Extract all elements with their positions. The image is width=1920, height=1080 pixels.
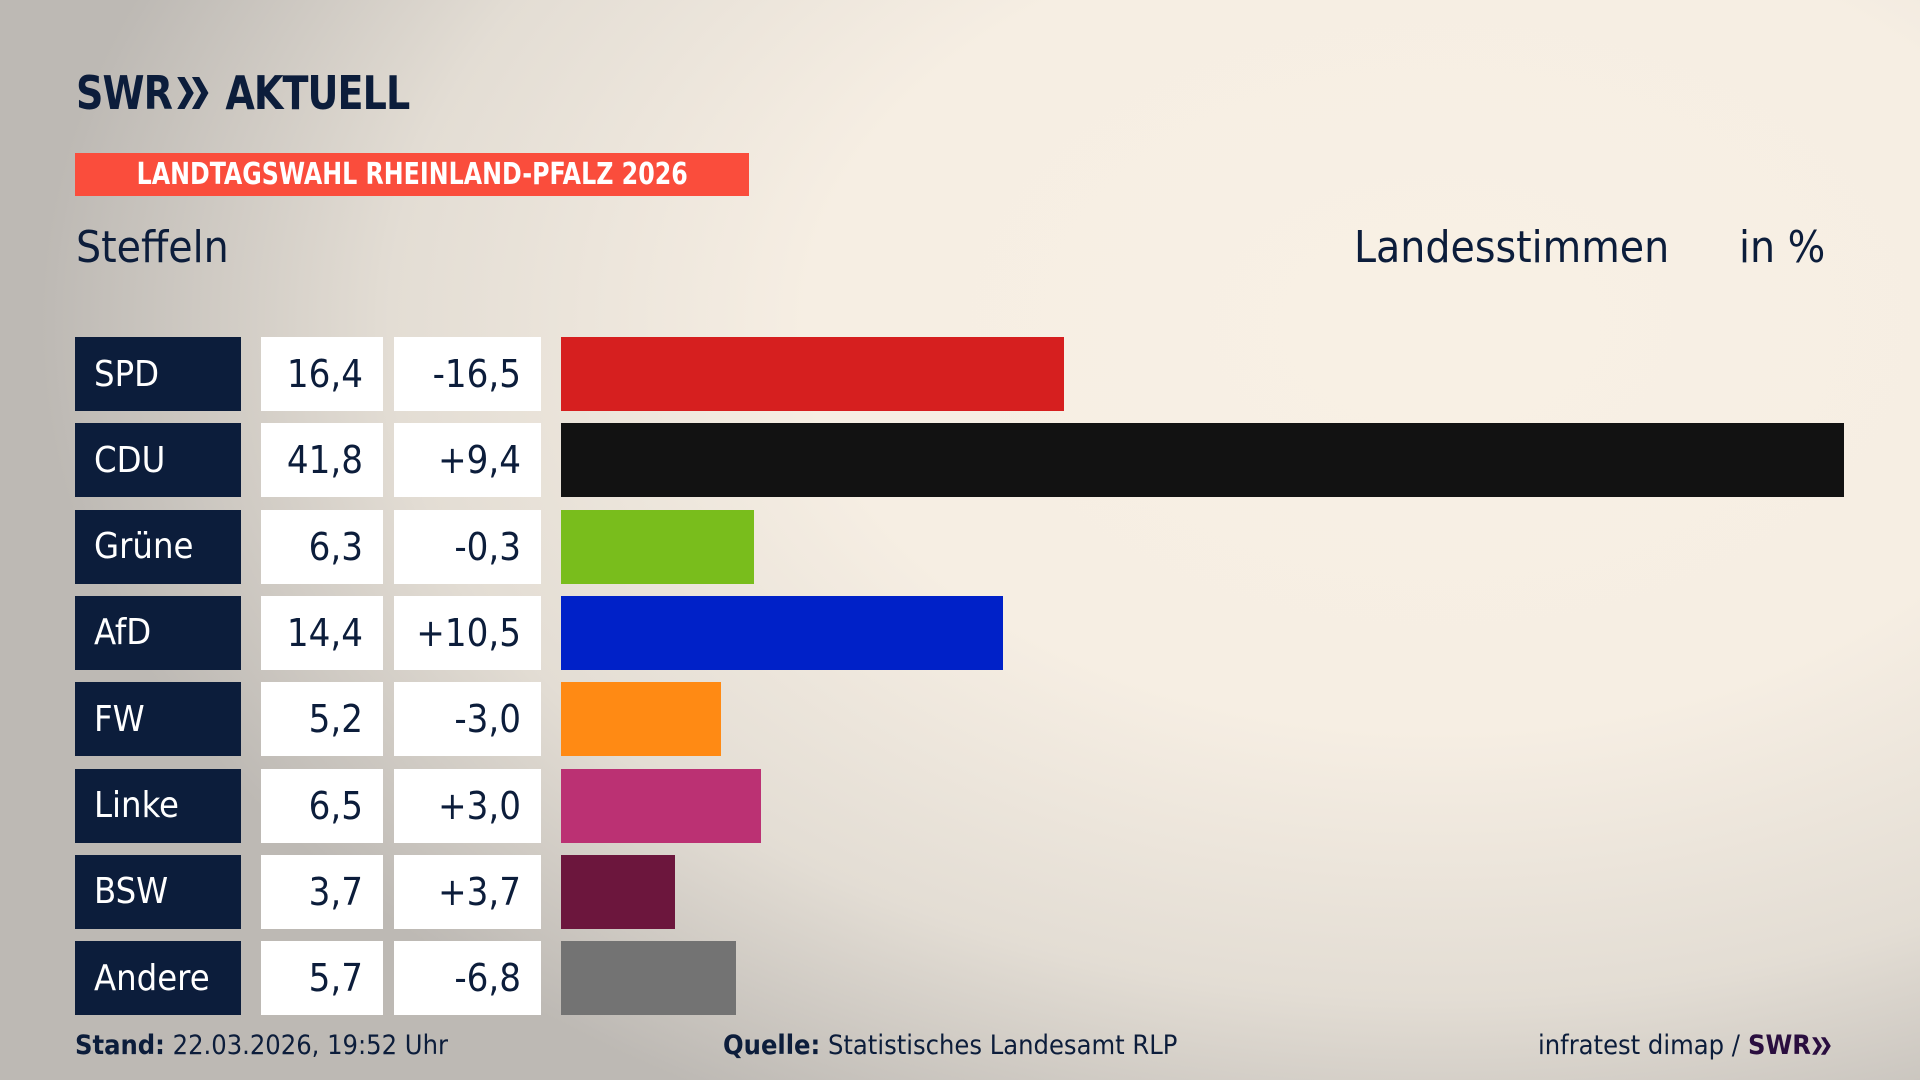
bar-andere <box>561 941 736 1016</box>
vote-change: -0,3 <box>394 509 541 584</box>
bar-afd <box>561 595 1003 670</box>
vote-change: +3,0 <box>394 768 541 843</box>
bar-spd <box>561 337 1065 411</box>
vote-share: 5,2 <box>261 682 383 757</box>
vote-share: 5,7 <box>261 941 383 1016</box>
vote-change: -3,0 <box>394 682 541 757</box>
stand-label: Stand: <box>75 1030 165 1061</box>
swr-chevrons-icon <box>177 77 209 109</box>
vote-share: 3,7 <box>261 854 383 929</box>
source-label: Quelle: <box>723 1030 821 1061</box>
election-banner: LANDTAGSWAHL RHEINLAND-PFALZ 2026 <box>75 153 749 196</box>
result-row: FW 5,2 -3,0 <box>0 682 1920 757</box>
vote-share: 6,5 <box>261 768 383 843</box>
unit-label: in % <box>1739 222 1826 273</box>
vote-change: +10,5 <box>394 595 541 670</box>
vote-share: 41,8 <box>261 423 383 498</box>
result-row: CDU 41,8 +9,4 <box>0 423 1920 498</box>
result-row: Linke 6,5 +3,0 <box>0 768 1920 843</box>
vote-change: +3,7 <box>394 854 541 929</box>
party-label: Andere <box>75 941 241 1016</box>
result-row: AfD 14,4 +10,5 <box>0 595 1920 670</box>
bar-fw <box>561 682 721 757</box>
swr-chevrons-icon <box>1812 1036 1831 1055</box>
stand-value: 22.03.2026, 19:52 Uhr <box>172 1030 448 1061</box>
vote-share: 16,4 <box>261 337 383 411</box>
vote-share: 14,4 <box>261 595 383 670</box>
vote-change: -16,5 <box>394 337 541 411</box>
metric-label: Landesstimmen <box>1354 222 1670 273</box>
source-info: Quelle: Statistisches Landesamt RLP <box>723 1030 1177 1061</box>
vote-share: 6,3 <box>261 509 383 584</box>
party-label: Linke <box>75 768 241 843</box>
vote-change: -6,8 <box>394 941 541 1016</box>
party-label: SPD <box>75 337 241 411</box>
party-label: FW <box>75 682 241 757</box>
swr-credit-logo: SWR <box>1747 1030 1811 1061</box>
result-row: Grüne 6,3 -0,3 <box>0 509 1920 584</box>
bar-cdu <box>561 423 1844 498</box>
result-row: Andere 5,7 -6,8 <box>0 941 1920 1016</box>
result-row: BSW 3,7 +3,7 <box>0 854 1920 929</box>
result-row: SPD 16,4 -16,5 <box>0 337 1920 411</box>
bar-linke <box>561 768 761 843</box>
bar-bsw <box>561 854 675 929</box>
swr-aktuell-logo: SWR AKTUELL <box>76 66 410 120</box>
credit-text: infratest dimap / <box>1538 1030 1740 1061</box>
stand-info: Stand: 22.03.2026, 19:52 Uhr <box>75 1030 448 1061</box>
party-label: AfD <box>75 595 241 670</box>
place-title: Steffeln <box>76 222 229 273</box>
party-label: Grüne <box>75 509 241 584</box>
party-label: CDU <box>75 423 241 498</box>
bar-grüne <box>561 509 755 584</box>
vote-change: +9,4 <box>394 423 541 498</box>
party-label: BSW <box>75 854 241 929</box>
credit: infratest dimap / SWR <box>1538 1030 1833 1061</box>
source-value: Statistisches Landesamt RLP <box>827 1030 1178 1061</box>
